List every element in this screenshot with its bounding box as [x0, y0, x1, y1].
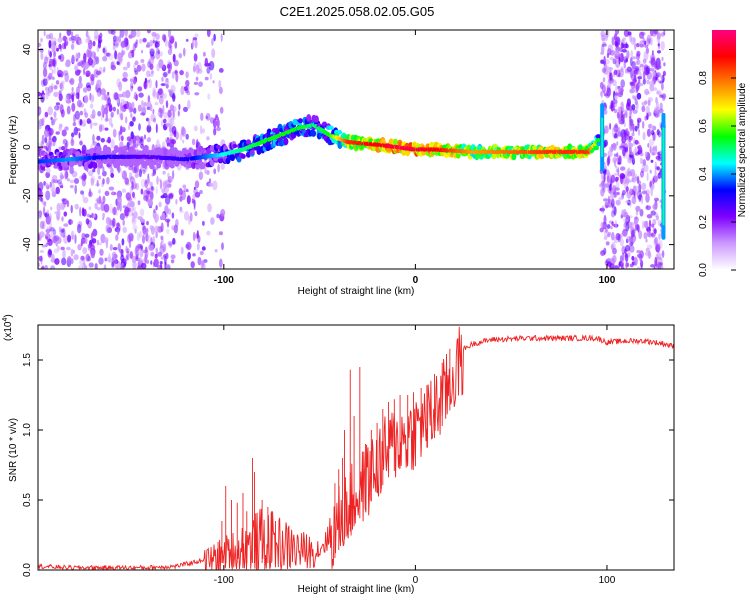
spectrogram-y-tick-label: -20	[22, 188, 33, 203]
snr-spikes	[217, 348, 451, 563]
spectrogram-y-tick-label: 20	[22, 92, 33, 104]
colorbar-tick-label: 0.4	[698, 167, 709, 181]
snr-ylabel: SNR (10 * v/v)	[8, 418, 19, 482]
snr-plot-area	[38, 326, 674, 570]
snr-x-tick-label: -100	[214, 575, 234, 586]
snr-line	[38, 326, 674, 570]
spectrogram-y-ticks: -40 -20 0 20 40	[22, 44, 674, 252]
spectrogram-x-tick-label: 0	[413, 275, 419, 286]
spectrogram-x-ticks: -100 0 100	[214, 30, 616, 286]
snr-multiplier-exp: 4	[2, 318, 9, 322]
snr-multiplier: (x104)	[2, 314, 14, 341]
spectrogram-ylabel: Frequency (Hz)	[8, 116, 19, 185]
snr-y-tick-label: 1.5	[22, 353, 33, 367]
spectrogram-xlabel: Height of straight line (km)	[298, 286, 415, 297]
spectrogram-panel: -100 0 100 -40 -20 0 20 40 Height of straight …	[8, 29, 675, 297]
snr-xlabel: Height of straight line (km)	[298, 584, 415, 595]
colorbar-ticks: 0.0 0.2 0.4 0.6 0.8	[698, 71, 736, 277]
colorbar-tick-label: 0.8	[698, 71, 709, 85]
spectrogram-x-tick-label: 100	[599, 275, 616, 286]
snr-x-tick-label: 0	[413, 575, 419, 586]
colorbar-label: Normalized spectral amplitude	[737, 82, 748, 217]
spectrogram-plot-area	[38, 30, 667, 269]
figure-title: C2E1.2025.058.02.05.G05	[280, 4, 435, 19]
colorbar-tick-label: 0.2	[698, 215, 709, 229]
spectrogram-y-tick-label: 40	[22, 44, 33, 56]
snr-x-tick-label: 100	[599, 575, 616, 586]
snr-y-tick-label: 0.0	[22, 563, 33, 577]
colorbar-tick-label: 0.0	[698, 263, 709, 277]
snr-panel: -100 0 100 0.0 0.5 1.0 1.5 Height of straight…	[2, 314, 675, 595]
colorbar-tick-label: 0.6	[698, 119, 709, 133]
spectrogram-y-tick-label: -40	[22, 237, 33, 252]
colorbar-scale	[712, 30, 736, 270]
snr-frame	[37, 324, 675, 571]
spectrogram-y-tick-label: 0	[22, 144, 33, 150]
spectrogram-ridge	[38, 103, 666, 240]
spectrogram-frame	[37, 29, 675, 270]
snr-x-ticks: -100 0 100	[214, 325, 616, 586]
snr-y-tick-label: 0.5	[22, 493, 33, 507]
snr-y-tick-label: 1.0	[22, 423, 33, 437]
colorbar: 0.0 0.2 0.4 0.6 0.8 Normalized spectral ampl…	[698, 30, 748, 277]
spectrogram-x-tick-label: -100	[214, 275, 234, 286]
snr-y-ticks: 0.0 0.5 1.0 1.5	[22, 353, 674, 577]
